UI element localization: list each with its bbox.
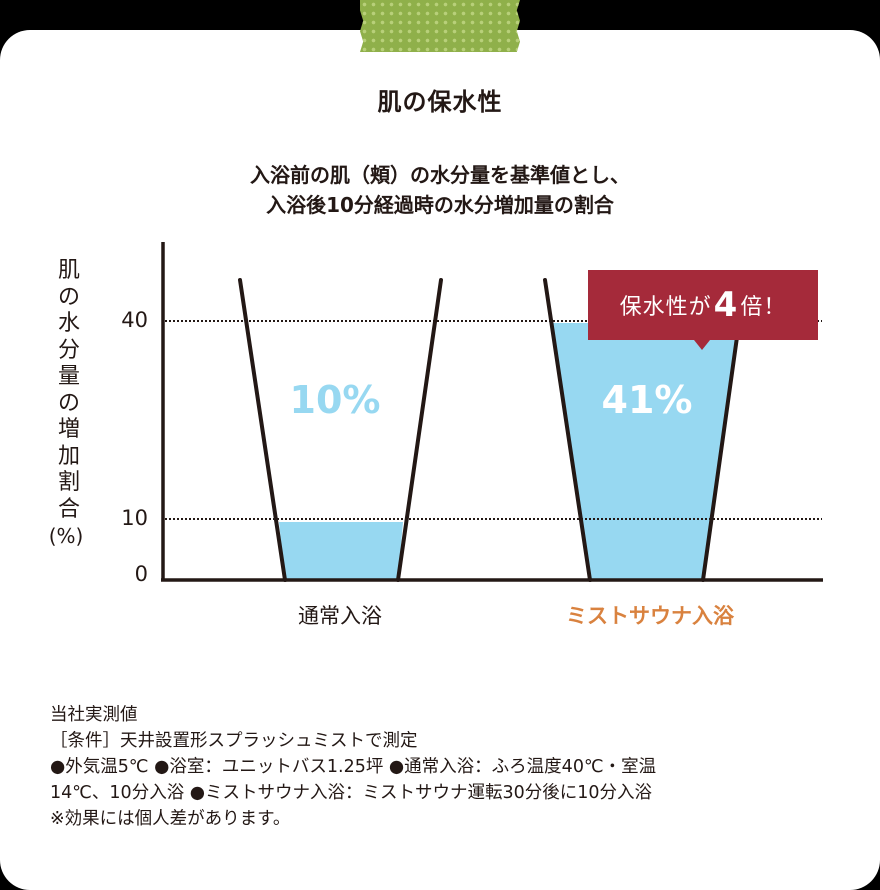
y-label-char: 割 [57, 470, 80, 495]
subtitle-line-2: 入浴後10分経過時の水分増加量の割合 [266, 193, 614, 217]
x-category-mist: ミストサウナ入浴 [566, 604, 734, 628]
note-line-1: 当社実測値 [50, 705, 138, 725]
y-label-char: 分 [57, 337, 80, 363]
bar-fill-mist [553, 323, 738, 580]
subtitle-line-1: 入浴前の肌（頬）の水分量を基準値とし、 [250, 163, 630, 187]
note-line-4: 14℃、10分入浴 ●ミストサウナ入浴：ミストサウナ運転30分後に10分入浴 [50, 783, 653, 803]
y-label-char: 肌 [57, 258, 80, 283]
y-label-char: 加 [57, 443, 80, 469]
callout-suffix: 倍！ [740, 295, 787, 320]
decorative-tape [360, 0, 520, 52]
x-category-normal: 通常入浴 [298, 604, 382, 628]
note-line-3: ●外気温5℃ ●浴室：ユニットバス1.25坪 ●通常入浴：ふろ温度40℃・室温 [50, 757, 657, 777]
bar-value-mist: 41% [601, 378, 693, 422]
callout-badge: 保水性が 4 倍！ [588, 270, 818, 340]
chart-subtitle: 入浴前の肌（頬）の水分量を基準値とし、 入浴後10分経過時の水分増加量の割合 [0, 160, 880, 220]
bar-fill-normal [279, 522, 403, 580]
y-label-char: 量 [57, 364, 80, 389]
cup-mist-left [543, 278, 592, 582]
y-tick-10: 10 [121, 506, 148, 530]
y-tick-40: 40 [121, 308, 148, 332]
y-label-char: 水 [57, 311, 80, 336]
callout-prefix: 保水性が [619, 295, 712, 320]
y-label-unit: (%) [48, 524, 84, 548]
y-label-char: 合 [57, 496, 80, 522]
note-line-2: ［条件］天井設置形スプラッシュミストで測定 [50, 731, 418, 751]
y-label-char: の [57, 390, 80, 416]
cup-normal-right [396, 278, 443, 582]
callout-pointer [694, 340, 710, 350]
cup-normal-left [238, 278, 287, 582]
y-label-char: の [57, 284, 80, 310]
y-axis-label: 肌 の 水 分 量 の 増 加 割 合 (%) [49, 258, 86, 550]
footnotes: 当社実測値 ［条件］天井設置形スプラッシュミストで測定 ●外気温5℃ ●浴室：ユ… [50, 702, 850, 832]
y-label-char: 増 [57, 417, 80, 442]
card [0, 30, 880, 890]
callout-emphasis: 4 [713, 285, 739, 325]
page-title: 肌の保水性 [377, 88, 503, 116]
bar-value-normal: 10% [289, 378, 381, 422]
y-tick-0: 0 [134, 562, 148, 586]
note-line-5: ※効果には個人差があります。 [50, 809, 291, 829]
